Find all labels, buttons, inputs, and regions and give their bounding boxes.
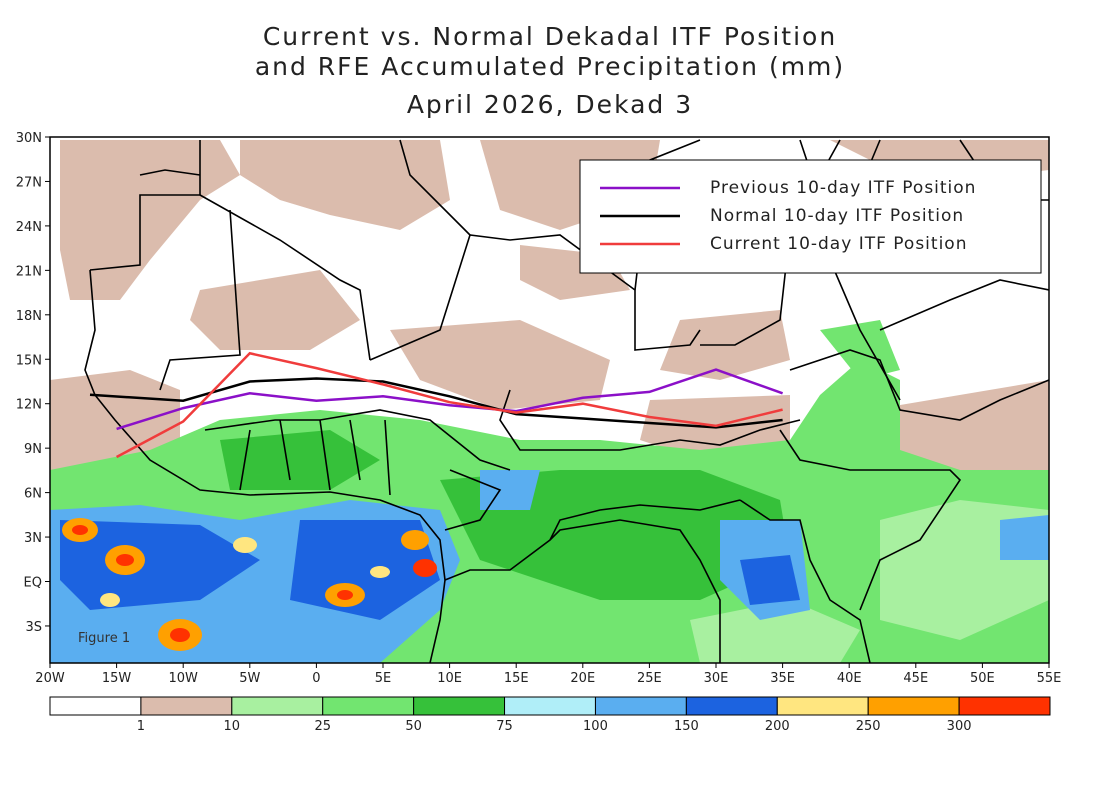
itf-line-current xyxy=(116,351,783,459)
legend-label-normal: Normal 10-day ITF Position xyxy=(710,206,964,226)
lat-tick-label: 24N xyxy=(16,220,42,235)
precipitation-colorbar: 1 10 25 50 75 100 150 200 250 300 xyxy=(49,696,1051,734)
itf-line-previous xyxy=(116,368,784,431)
lon-tick-label: 35E xyxy=(770,671,795,686)
lat-tick-label: 15N xyxy=(16,353,42,368)
colorbar-label: 300 xyxy=(947,719,972,734)
lon-tick-label: 40E xyxy=(837,671,862,686)
lat-tick-label: 3N xyxy=(24,531,42,546)
itf-lines xyxy=(89,351,784,459)
legend-label-current: Current 10-day ITF Position xyxy=(710,234,967,254)
figure-label: Figure 1 xyxy=(78,631,130,646)
lon-tick-label: 30E xyxy=(704,671,729,686)
colorbar-swatch xyxy=(776,696,869,716)
colorbar-label: 50 xyxy=(405,719,422,734)
colorbar-label: 75 xyxy=(496,719,513,734)
colorbar-label: 1 xyxy=(137,719,145,734)
colorbar-label: 10 xyxy=(224,719,241,734)
lon-tick-label: 55E xyxy=(1037,671,1062,686)
lat-tick-label: 30N xyxy=(16,131,42,146)
lon-tick-label: 45E xyxy=(903,671,928,686)
map-frame xyxy=(49,136,1050,664)
map-title-line-1: Current vs. Normal Dekadal ITF Position xyxy=(262,22,838,51)
lon-tick-label: 20W xyxy=(35,671,65,686)
colorbar-label: 150 xyxy=(674,719,699,734)
map-subtitle-period: April 2026, Dekad 3 xyxy=(406,90,694,119)
itf-line-normal xyxy=(89,377,783,429)
colorbar-swatch xyxy=(140,696,233,716)
lon-tick-label: 15E xyxy=(504,671,529,686)
colorbar-swatch xyxy=(685,696,778,716)
colorbar-label: 100 xyxy=(583,719,608,734)
lat-tick-label: 27N xyxy=(16,175,42,190)
lon-tick-label: 0 xyxy=(312,671,320,686)
colorbar-swatch xyxy=(958,696,1051,716)
latitude-axis: 30N 27N 24N 21N 18N 15N 12N 9N 6N 3N EQ 3S xyxy=(16,131,50,635)
longitude-axis: 20W 15W 10W 5W 0 5E 10E 15E 20E 25E 30E 35E 40E 45E 50… xyxy=(35,663,1061,686)
lat-tick-label: 18N xyxy=(16,309,42,324)
colorbar-swatch xyxy=(49,696,142,716)
lon-tick-label: 5W xyxy=(239,671,260,686)
colorbar-swatch xyxy=(594,696,687,716)
colorbar-label: 250 xyxy=(856,719,881,734)
colorbar-swatch xyxy=(231,696,324,716)
lat-tick-label: 12N xyxy=(16,398,42,413)
lon-tick-label: 5E xyxy=(375,671,392,686)
lat-tick-label: 21N xyxy=(16,264,42,279)
map-title-line-2: and RFE Accumulated Precipitation (mm) xyxy=(254,52,846,81)
lon-tick-label: 15W xyxy=(102,671,132,686)
lon-tick-label: 10E xyxy=(437,671,462,686)
lon-tick-label: 50E xyxy=(970,671,995,686)
lon-tick-label: 10W xyxy=(168,671,198,686)
legend-label-previous: Previous 10-day ITF Position xyxy=(710,178,976,198)
colorbar-swatch xyxy=(322,696,415,716)
colorbar-swatch xyxy=(867,696,960,716)
colorbar-label: 200 xyxy=(765,719,790,734)
lon-tick-label: 20E xyxy=(570,671,595,686)
lat-tick-label: 6N xyxy=(24,487,42,502)
colorbar-swatch xyxy=(504,696,596,716)
lon-tick-label: 25E xyxy=(637,671,662,686)
colorbar-swatch xyxy=(413,696,506,716)
lat-tick-label: 3S xyxy=(25,620,42,635)
colorbar-label: 25 xyxy=(314,719,331,734)
itf-legend: Previous 10-day ITF Position Normal 10-d… xyxy=(579,159,1042,274)
lat-tick-label: EQ xyxy=(24,576,42,591)
lat-tick-label: 9N xyxy=(24,442,42,457)
